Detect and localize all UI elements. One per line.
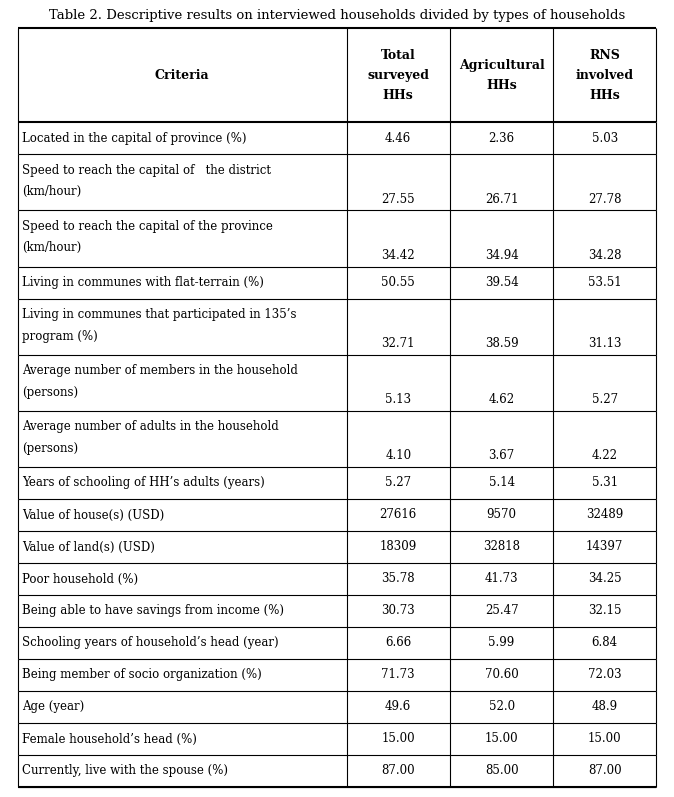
Text: 5.13: 5.13 xyxy=(385,393,411,406)
Text: 27.78: 27.78 xyxy=(588,193,621,206)
Text: Being able to have savings from income (%): Being able to have savings from income (… xyxy=(22,604,284,618)
Text: 5.31: 5.31 xyxy=(592,477,617,489)
Text: 4.10: 4.10 xyxy=(385,450,411,462)
Text: 4.22: 4.22 xyxy=(592,450,617,462)
Text: Living in communes with flat-terrain (%): Living in communes with flat-terrain (%) xyxy=(22,276,264,289)
Text: 71.73: 71.73 xyxy=(381,669,415,681)
Text: 32489: 32489 xyxy=(586,508,623,521)
Text: 48.9: 48.9 xyxy=(592,701,617,713)
Text: 34.42: 34.42 xyxy=(381,249,415,261)
Text: Being member of socio organization (%): Being member of socio organization (%) xyxy=(22,669,262,681)
Text: 4.62: 4.62 xyxy=(489,393,515,406)
Text: Living in communes that participated in 135’s
program (%): Living in communes that participated in … xyxy=(22,308,297,343)
Text: 85.00: 85.00 xyxy=(485,764,518,778)
Text: 72.03: 72.03 xyxy=(588,669,621,681)
Text: Poor household (%): Poor household (%) xyxy=(22,572,138,586)
Text: 53.51: 53.51 xyxy=(588,276,621,289)
Text: Currently, live with the spouse (%): Currently, live with the spouse (%) xyxy=(22,764,228,778)
Text: 38.59: 38.59 xyxy=(485,337,518,350)
Text: 5.99: 5.99 xyxy=(489,637,515,650)
Text: 52.0: 52.0 xyxy=(489,701,515,713)
Text: 5.27: 5.27 xyxy=(592,393,617,406)
Text: 39.54: 39.54 xyxy=(485,276,518,289)
Text: 25.47: 25.47 xyxy=(485,604,518,618)
Text: 5.03: 5.03 xyxy=(592,132,618,145)
Text: Table 2. Descriptive results on interviewed households divided by types of house: Table 2. Descriptive results on intervie… xyxy=(49,9,625,22)
Text: 27.55: 27.55 xyxy=(381,193,415,206)
Text: 35.78: 35.78 xyxy=(381,572,415,586)
Text: 6.66: 6.66 xyxy=(385,637,411,650)
Text: Average number of adults in the household
(persons): Average number of adults in the househol… xyxy=(22,420,279,455)
Text: RNS
involved
HHs: RNS involved HHs xyxy=(576,49,634,101)
Text: Average number of members in the household
(persons): Average number of members in the househo… xyxy=(22,364,298,398)
Text: Age (year): Age (year) xyxy=(22,701,84,713)
Text: 4.46: 4.46 xyxy=(385,132,411,145)
Text: Agricultural
HHs: Agricultural HHs xyxy=(459,59,545,92)
Text: Years of schooling of HH’s adults (years): Years of schooling of HH’s adults (years… xyxy=(22,477,265,489)
Text: 32.71: 32.71 xyxy=(381,337,415,350)
Text: 6.84: 6.84 xyxy=(592,637,617,650)
Text: 3.67: 3.67 xyxy=(489,450,515,462)
Text: 5.14: 5.14 xyxy=(489,477,515,489)
Text: 26.71: 26.71 xyxy=(485,193,518,206)
Text: 32818: 32818 xyxy=(483,540,520,553)
Text: Value of land(s) (USD): Value of land(s) (USD) xyxy=(22,540,155,553)
Text: 15.00: 15.00 xyxy=(588,732,621,745)
Text: 14397: 14397 xyxy=(586,540,623,553)
Text: 49.6: 49.6 xyxy=(385,701,411,713)
Text: Schooling years of household’s head (year): Schooling years of household’s head (yea… xyxy=(22,637,278,650)
Text: 30.73: 30.73 xyxy=(381,604,415,618)
Text: Located in the capital of province (%): Located in the capital of province (%) xyxy=(22,132,247,145)
Text: 5.27: 5.27 xyxy=(385,477,411,489)
Text: 15.00: 15.00 xyxy=(381,732,415,745)
Text: Total
surveyed
HHs: Total surveyed HHs xyxy=(367,49,429,101)
Text: 34.94: 34.94 xyxy=(485,249,518,261)
Text: 41.73: 41.73 xyxy=(485,572,518,586)
Text: 32.15: 32.15 xyxy=(588,604,621,618)
Text: 34.28: 34.28 xyxy=(588,249,621,261)
Text: 34.25: 34.25 xyxy=(588,572,621,586)
Text: 87.00: 87.00 xyxy=(381,764,415,778)
Text: 9570: 9570 xyxy=(487,508,516,521)
Text: Female household’s head (%): Female household’s head (%) xyxy=(22,732,197,745)
Text: 50.55: 50.55 xyxy=(381,276,415,289)
Text: 2.36: 2.36 xyxy=(489,132,515,145)
Text: 31.13: 31.13 xyxy=(588,337,621,350)
Text: 27616: 27616 xyxy=(379,508,417,521)
Text: 87.00: 87.00 xyxy=(588,764,621,778)
Text: Speed to reach the capital of   the district
(km/hour): Speed to reach the capital of the distri… xyxy=(22,163,271,198)
Text: 70.60: 70.60 xyxy=(485,669,518,681)
Text: 18309: 18309 xyxy=(379,540,417,553)
Text: Value of house(s) (USD): Value of house(s) (USD) xyxy=(22,508,164,521)
Text: Criteria: Criteria xyxy=(155,69,210,81)
Text: Speed to reach the capital of the province
(km/hour): Speed to reach the capital of the provin… xyxy=(22,220,273,254)
Text: 15.00: 15.00 xyxy=(485,732,518,745)
